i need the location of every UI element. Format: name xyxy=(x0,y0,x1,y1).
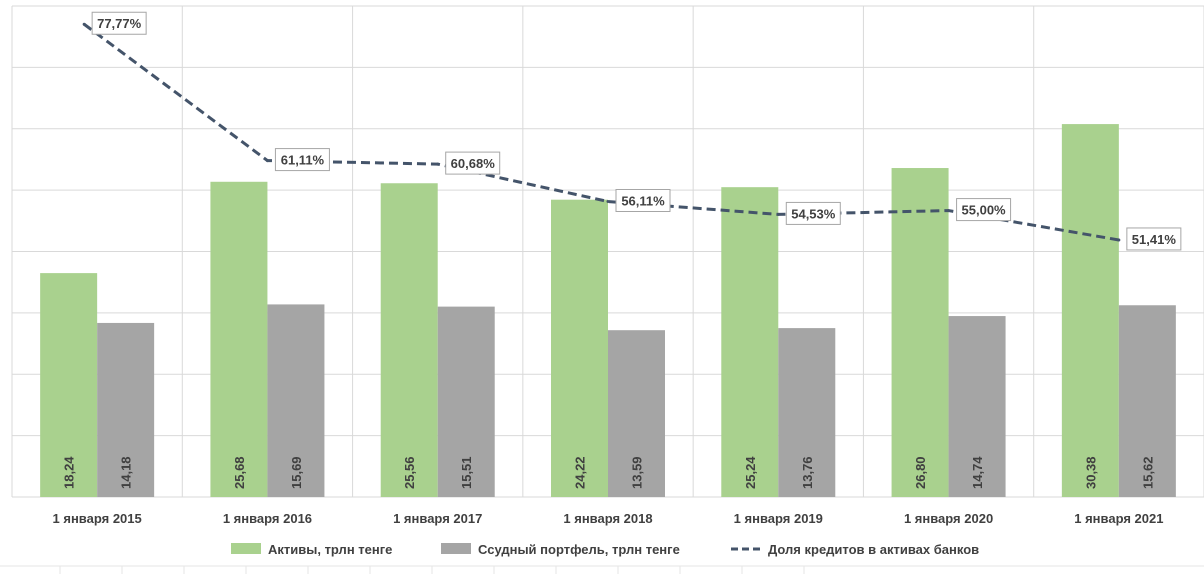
x-tick-label: 1 января 2020 xyxy=(904,511,993,526)
loan-portfolio-value-label: 15,69 xyxy=(289,456,304,489)
loan-portfolio-value-label: 14,18 xyxy=(119,456,134,489)
assets-value-label: 25,68 xyxy=(232,456,247,489)
x-axis-tick-labels: 1 января 2015 1 января 2016 1 января 2017 1… xyxy=(53,511,1164,526)
assets-value-label: 30,38 xyxy=(1083,456,1098,489)
share-value-label: 77,77% xyxy=(97,16,142,31)
legend-item-assets-swatch xyxy=(231,543,261,554)
share-line-point xyxy=(947,209,951,213)
share-label-box xyxy=(785,201,841,225)
loan-portfolio-bar xyxy=(948,316,1006,497)
assets-value-label: 25,24 xyxy=(743,456,758,489)
share-value-label: 60,68% xyxy=(451,156,496,171)
share-label-box xyxy=(445,151,501,175)
legend-item-loan-portfolio-label: Ссудный портфель, трлн тенге xyxy=(478,542,680,557)
share-label-box xyxy=(1126,227,1182,251)
share-label-box xyxy=(615,188,671,212)
loan-portfolio-bar xyxy=(437,306,495,497)
assets-bar xyxy=(1061,124,1119,497)
legend: Активы, трлн тенге Ссудный портфель, трлн… xyxy=(231,542,979,557)
share-value-label: 61,11% xyxy=(281,153,325,168)
share-value-label: 56,11% xyxy=(621,193,665,208)
share-value-label: 51,41% xyxy=(1132,232,1177,247)
assets-value-label: 25,56 xyxy=(402,456,417,489)
loan-portfolio-bar xyxy=(1118,305,1176,497)
loan-portfolio-bar xyxy=(267,304,325,497)
share-line-point xyxy=(265,159,269,163)
loan-portfolio-value-label: 14,74 xyxy=(970,456,985,489)
legend-item-assets-label: Активы, трлн тенге xyxy=(268,542,392,557)
loan-portfolio-value-label: 15,62 xyxy=(1140,456,1155,489)
assets-bar xyxy=(721,187,779,497)
share-label-box xyxy=(274,148,330,172)
share-line-point xyxy=(82,22,86,26)
assets-value-label: 24,22 xyxy=(573,456,588,489)
share-line: 77,77% 61,11% 60,68% 56,11% 54,53% 55,00% 51,4… xyxy=(82,11,1182,251)
loan-portfolio-bar xyxy=(778,328,836,497)
share-line-point xyxy=(606,199,610,203)
x-tick-label: 1 января 2016 xyxy=(223,511,312,526)
loan-portfolio-bar xyxy=(97,322,155,497)
loan-portfolio-bar xyxy=(608,330,665,497)
loan-portfolio-value-label: 13,76 xyxy=(800,456,815,489)
x-tick-label: 1 января 2017 xyxy=(393,511,482,526)
share-line-point xyxy=(1117,238,1121,242)
share-value-label: 54,53% xyxy=(791,206,836,221)
loan-portfolio-value-label: 15,51 xyxy=(459,456,474,489)
x-tick-label: 1 января 2015 xyxy=(53,511,142,526)
assets-value-label: 26,80 xyxy=(913,456,928,489)
share-line-point xyxy=(776,212,780,216)
bars xyxy=(40,124,1176,497)
share-label-box xyxy=(91,11,147,35)
assets-bar xyxy=(380,183,438,497)
x-tick-label: 1 января 2018 xyxy=(563,511,652,526)
legend-item-loan-share-label: Доля кредитов в активах банков xyxy=(768,542,979,557)
legend-item-loan-portfolio-swatch xyxy=(441,543,471,554)
assets-bar xyxy=(551,199,608,497)
x-tick-label: 1 января 2021 xyxy=(1074,511,1163,526)
share-line-point xyxy=(436,162,440,166)
x-tick-label: 1 января 2019 xyxy=(734,511,823,526)
bar-labels: 18,24 25,68 25,56 24,22 25,24 26,80 30,38 14,18… xyxy=(62,456,1156,489)
loan-portfolio-value-label: 13,59 xyxy=(630,456,645,489)
assets-value-label: 18,24 xyxy=(62,456,77,489)
assets-bar xyxy=(40,273,98,497)
share-label-box xyxy=(956,198,1012,222)
share-value-label: 55,00% xyxy=(962,203,1007,218)
assets-bar xyxy=(210,181,268,497)
assets-bar xyxy=(891,168,949,497)
